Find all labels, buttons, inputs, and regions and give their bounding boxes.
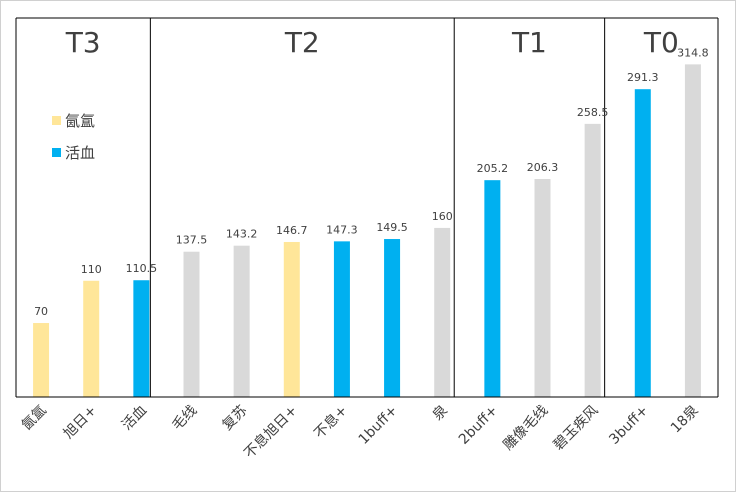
category-label: 复苏 [219,402,251,434]
legend-label: 氤氲 [65,112,95,130]
tier-labels: T3 T2 T1 T0 [65,26,679,59]
bar [233,245,250,397]
category-label: 雕像毛线 [500,403,551,454]
bar [684,64,701,398]
value-label: 70 [34,305,48,318]
value-label: 314.8 [677,46,709,59]
bar [83,280,100,397]
category-label: 氤氲 [19,403,50,434]
category-label: 毛线 [169,403,200,434]
value-label: 160 [432,210,453,223]
value-label: 143.2 [226,228,258,241]
category-label: 3buff+ [606,403,651,448]
bar [33,323,50,397]
value-labels: 70 110 110.5 137.5 143.2 146.7 147.3 149.5 160 20… [34,46,709,318]
tier-label: T3 [65,26,101,59]
bar [534,179,551,397]
category-label: 旭日+ [61,403,100,442]
category-label: 1buff+ [356,403,401,448]
tier-label: T2 [284,26,320,59]
bars [33,64,701,398]
bar [384,239,401,397]
bar [333,241,350,397]
value-label: 146.7 [276,224,308,237]
category-label: 2buff+ [456,403,501,448]
value-label: 137.5 [176,234,208,247]
bar [183,251,200,397]
tier-label: T1 [511,26,547,59]
value-label: 258.5 [577,106,609,119]
category-label: 泉 [429,402,451,424]
legend-label: 活血 [65,144,95,162]
category-label: 碧玉疾风 [551,403,602,454]
bar [283,241,300,397]
category-label: 不息+ [311,402,351,442]
value-label: 110.5 [126,262,158,275]
value-label: 205.2 [477,162,509,175]
value-label: 291.3 [627,71,659,84]
value-label: 147.3 [326,223,358,236]
legend-swatch [52,116,61,125]
tier-dividers [15,17,719,397]
tier-label: T0 [643,26,679,59]
value-label: 149.5 [376,221,408,234]
bar [133,280,150,397]
legend-swatch [52,148,61,157]
bar [434,227,451,397]
category-label: 18泉 [667,402,702,437]
category-label: 不息旭日+ [241,402,301,462]
bar [584,123,601,397]
bar [634,89,651,398]
category-label: 活血 [119,403,150,434]
value-label: 110 [81,263,102,276]
value-label: 206.3 [527,161,559,174]
bar [484,180,501,397]
